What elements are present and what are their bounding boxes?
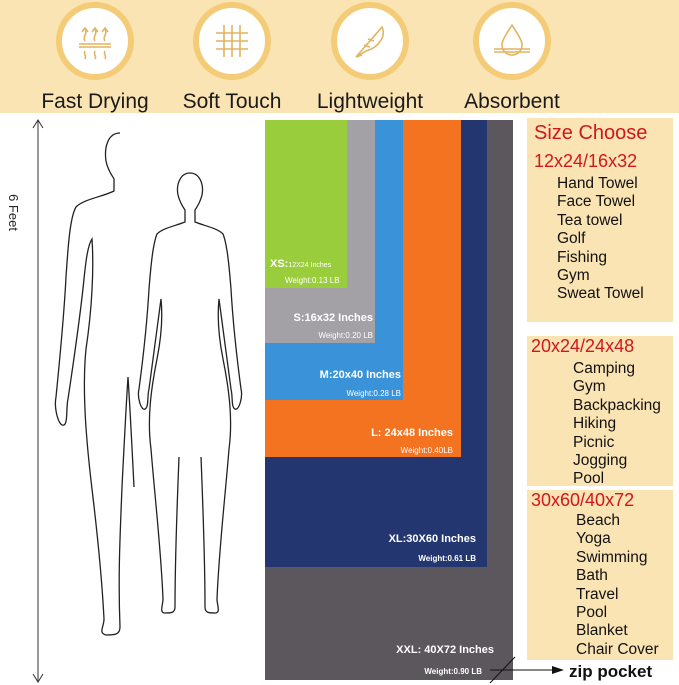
- use-item: Bath: [576, 567, 608, 585]
- water-drop-icon: [494, 23, 530, 56]
- male-figure: [54, 132, 135, 636]
- towel-m-size: M:20x40 Inches: [319, 369, 401, 381]
- use-item: Sweat Towel: [557, 285, 644, 303]
- use-item: Pool: [576, 604, 608, 622]
- use-item: Yoga: [576, 530, 611, 548]
- use-item: Backpacking: [573, 396, 661, 414]
- use-item: Golf: [557, 230, 586, 248]
- use-item: Face Towel: [557, 193, 636, 211]
- use-item: Gym: [573, 378, 606, 396]
- feature-label: Soft Touch: [182, 90, 282, 113]
- use-item: Hand Towel: [557, 175, 638, 192]
- size-group-large: 30x60/40x72 Beach Yoga Swimming Bath Tra…: [527, 490, 673, 660]
- use-item: Gym: [557, 267, 590, 285]
- features-banner: Fast Drying Soft Touch Lightweight Absor…: [0, 0, 679, 113]
- group-title: 12x24/16x32: [534, 151, 638, 171]
- towel-m-weight: Weight:0.28 LB: [346, 389, 401, 398]
- towel-s-size: S:16x32 Inches: [293, 312, 374, 324]
- use-item: Chair Cover: [576, 640, 659, 658]
- towel-xl-weight: Weight:0.61 LB: [418, 554, 476, 563]
- height-arrow: [32, 119, 44, 683]
- feature-lightweight: Lightweight: [300, 0, 440, 114]
- towel-l-weight: Weight:0.40LB: [400, 446, 453, 455]
- human-silhouettes: [54, 132, 243, 636]
- use-item: Picnic: [573, 433, 615, 451]
- towel-l-size: L: 24x48 Inches: [371, 427, 453, 439]
- use-item: Beach: [576, 512, 620, 529]
- towel-xxl-size: XXL: 40X72 Inches: [396, 644, 494, 656]
- towel-s-weight: Weight:0.20 LB: [318, 331, 373, 340]
- feature-label: Absorbent: [464, 90, 560, 113]
- use-item: Pool: [573, 470, 605, 488]
- use-item: Blanket: [576, 622, 628, 640]
- size-group-medium: 20x24/24x48 Camping Gym Backpacking Hiki…: [527, 336, 673, 488]
- female-figure: [137, 172, 243, 614]
- use-item: Swimming: [576, 548, 648, 566]
- towel-xs-weight: Weight:0.13 LB: [285, 276, 340, 285]
- feature-label: Lightweight: [316, 90, 424, 113]
- zip-pocket-label: zip pocket: [569, 662, 653, 681]
- fabric-weave-icon: [216, 25, 248, 57]
- feature-fast-drying: Fast Drying: [25, 0, 165, 114]
- use-item: Jogging: [573, 452, 628, 470]
- use-item: Fishing: [557, 248, 607, 266]
- group-title: 20x24/24x48: [531, 336, 635, 356]
- heat-waves-icon: [79, 26, 111, 60]
- use-item: Travel: [576, 585, 619, 603]
- feature-absorbent: Absorbent: [442, 0, 582, 114]
- feature-soft-touch: Soft Touch: [162, 0, 302, 114]
- feature-label: Fast Drying: [41, 90, 149, 113]
- size-group-small: Size Choose 12x24/16x32 Hand Towel Face …: [527, 118, 673, 322]
- towel-xl-size: XL:30X60 Inches: [388, 533, 476, 545]
- use-item: Camping: [573, 360, 636, 377]
- use-item: Tea towel: [557, 211, 623, 229]
- use-item: Hiking: [573, 415, 617, 433]
- size-choose-heading: Size Choose: [534, 122, 648, 144]
- zip-pocket-arrow: [489, 656, 564, 684]
- towel-xxl-weight: Weight:0.90 LB: [424, 667, 482, 676]
- towel-xs-size: XS:12X24 Inches: [270, 258, 332, 270]
- height-label: 6 Feet: [5, 194, 21, 231]
- feather-icon: [355, 25, 384, 58]
- group-title: 30x60/40x72: [531, 490, 635, 510]
- towel-xs: [265, 120, 347, 288]
